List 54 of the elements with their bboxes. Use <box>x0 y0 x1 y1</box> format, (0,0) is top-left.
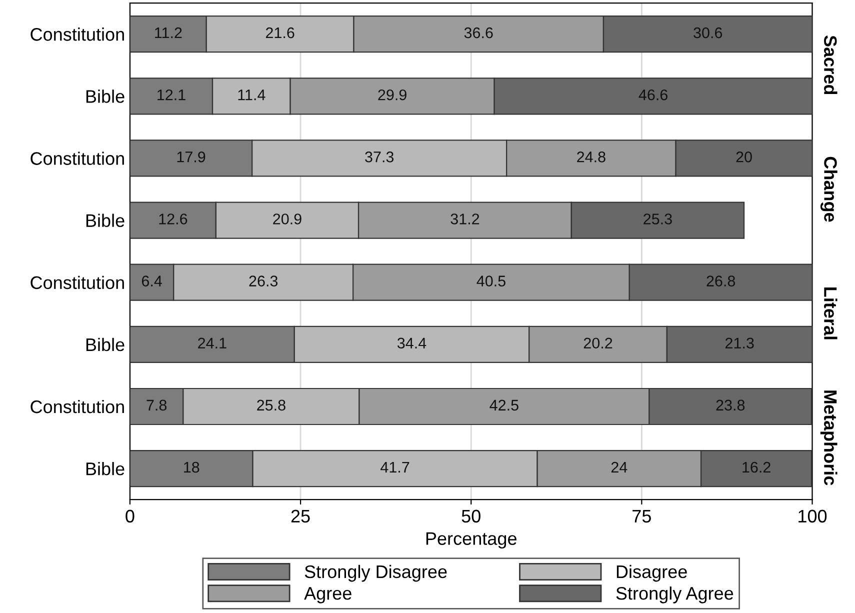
text: Metaphoric <box>820 390 838 486</box>
data-label: 36.6 <box>464 27 493 38</box>
data-label: 21.6 <box>266 27 294 38</box>
data-label: 31.2 <box>450 214 480 224</box>
data-label: 11.4 <box>238 90 266 100</box>
data-label: 29.9 <box>378 89 406 100</box>
x-tick-label: 50 <box>462 510 480 523</box>
y-tick-label: Bible <box>86 462 124 476</box>
x-tick-label: 0 <box>126 510 134 523</box>
data-label: 37.3 <box>365 152 394 162</box>
data-label: 25.3 <box>644 214 672 224</box>
x-tick-label: 25 <box>291 510 310 523</box>
data-label: 18 <box>184 462 200 473</box>
y-tick-label: Constitution <box>30 400 124 414</box>
data-label: 26.3 <box>249 276 278 286</box>
y-tick-label: Constitution <box>30 152 124 165</box>
data-label: 25.8 <box>257 400 286 411</box>
data-label: 12.1 <box>158 89 186 100</box>
data-label: 34.4 <box>397 338 426 349</box>
data-label: 23.8 <box>716 400 745 411</box>
data-label: 21.3 <box>725 338 754 349</box>
data-label: 40.5 <box>476 276 506 286</box>
y-tick-label: Bible <box>86 90 124 103</box>
y-tick-label: Constitution <box>30 276 124 290</box>
legend-label: Disagree <box>616 564 687 582</box>
data-label: 20 <box>736 152 752 162</box>
text: Change <box>820 156 838 222</box>
data-label: 12.6 <box>159 214 188 224</box>
legend-label: Agree <box>304 587 352 604</box>
data-label: 24 <box>611 462 628 473</box>
data-label: 42.5 <box>490 400 518 411</box>
data-label: 46.6 <box>638 89 668 100</box>
data-label: 30.6 <box>694 27 722 38</box>
legend-label: Strongly Disagree <box>304 564 447 582</box>
x-tick-label: 75 <box>632 510 651 523</box>
data-label: 20.9 <box>273 214 302 224</box>
data-label: 17.9 <box>177 152 206 162</box>
data-label: 7.8 <box>146 400 167 411</box>
data-label: 26.8 <box>706 276 736 286</box>
text: Literal <box>824 288 838 340</box>
data-label: 41.7 <box>380 462 410 473</box>
y-tick-label: Constitution <box>30 28 124 41</box>
x-axis-title: Percentage <box>426 532 516 549</box>
legend-label: Strongly Agree <box>616 586 734 604</box>
data-label: 16.2 <box>742 462 770 473</box>
text: Sacred <box>824 36 838 94</box>
data-label: 20.2 <box>584 338 612 349</box>
data-label: 6.4 <box>142 276 162 286</box>
data-label: 24.8 <box>577 152 606 162</box>
data-label: 11.2 <box>155 27 182 38</box>
data-label: 24.1 <box>198 338 226 348</box>
x-tick-label: 100 <box>798 510 827 523</box>
y-tick-label: Bible <box>86 214 124 228</box>
y-tick-label: Bible <box>86 338 124 352</box>
